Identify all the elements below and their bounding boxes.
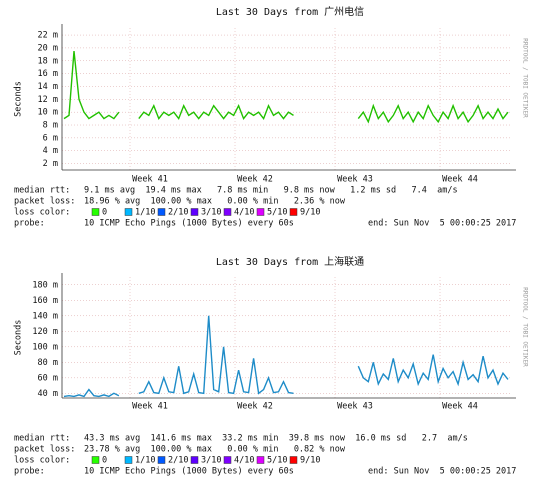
- loss-color-name: 1/10: [135, 456, 155, 466]
- median-line: [63, 51, 509, 124]
- chart-title: Last 30 Days from 上海联通: [216, 255, 364, 268]
- loss-color-swatch: [124, 456, 133, 464]
- loss-color-name: 9/10: [300, 456, 320, 466]
- y-axis-label: Seconds: [14, 320, 24, 356]
- y-tick-label: 140 m: [32, 311, 58, 321]
- y-axis-label: Seconds: [14, 81, 24, 117]
- loss-color-name: 4/10: [234, 208, 254, 218]
- loss-color-swatch: [91, 456, 100, 464]
- stat-values: 23.78 % avg 100.00 % max 0.00 % min 0.82…: [84, 445, 346, 455]
- y-tick-label: 80 m: [38, 358, 58, 368]
- loss-color-swatch: [190, 208, 199, 216]
- stat-values: 18.96 % avg 100.00 % max 0.00 % min 2.36…: [84, 197, 346, 207]
- loss-color-name: 4/10: [234, 456, 254, 466]
- loss-color-label: loss color:: [14, 456, 70, 466]
- x-tick-label: Week 41: [132, 175, 168, 185]
- loss-color-name: 2/10: [168, 208, 188, 218]
- loss-color-label: loss color:: [14, 208, 70, 218]
- watermark: RRDTOOL / TOBI OETIKER: [522, 287, 529, 367]
- loss-color-name: 0: [102, 208, 107, 218]
- stat-values: 9.1 ms avg 19.4 ms max 7.8 ms min 9.8 ms…: [84, 186, 458, 196]
- loss-color-name: 3/10: [201, 208, 221, 218]
- loss-color-swatch: [157, 456, 166, 464]
- loss-color-name: 9/10: [300, 208, 320, 218]
- loss-color-swatch: [256, 208, 265, 216]
- y-tick-label: 12 m: [38, 95, 58, 105]
- x-tick-label: Week 43: [337, 175, 373, 185]
- loss-color-name: 5/10: [267, 456, 287, 466]
- loss-color-swatch: [91, 208, 100, 216]
- chart-title: Last 30 Days from 广州电信: [216, 5, 364, 18]
- probe-text: 10 ICMP Echo Pings (1000 Bytes) every 60…: [84, 467, 294, 477]
- y-tick-label: 100 m: [32, 342, 58, 352]
- y-tick-label: 180 m: [32, 280, 58, 290]
- loss-color-name: 2/10: [168, 456, 188, 466]
- loss-color-name: 3/10: [201, 456, 221, 466]
- watermark: RRDTOOL / TOBI OETIKER: [522, 38, 529, 118]
- stat-label: median rtt:: [14, 186, 70, 196]
- loss-color-swatch: [256, 456, 265, 464]
- loss-color-swatch: [124, 208, 133, 216]
- loss-color-name: 0: [102, 456, 107, 466]
- y-tick-label: 10 m: [38, 108, 58, 118]
- loss-color-swatch: [223, 456, 232, 464]
- y-tick-label: 120 m: [32, 327, 58, 337]
- stat-label: packet loss:: [14, 197, 75, 207]
- y-tick-label: 6 m: [43, 133, 58, 143]
- x-tick-label: Week 42: [237, 175, 273, 185]
- end-time: end: Sun Nov 5 00:00:25 2017: [368, 219, 516, 229]
- x-tick-label: Week 42: [237, 402, 273, 412]
- loss-color-swatch: [289, 456, 298, 464]
- x-tick-label: Week 41: [132, 402, 168, 412]
- x-tick-label: Week 44: [442, 402, 478, 412]
- probe-text: 10 ICMP Echo Pings (1000 Bytes) every 60…: [84, 219, 294, 229]
- loss-color-swatch: [223, 208, 232, 216]
- y-tick-label: 60 m: [38, 373, 58, 383]
- stat-label: median rtt:: [14, 434, 70, 444]
- y-tick-label: 40 m: [38, 389, 58, 399]
- y-tick-label: 14 m: [38, 82, 58, 92]
- median-line: [63, 315, 509, 398]
- y-tick-label: 22 m: [38, 31, 58, 41]
- stat-label: packet loss:: [14, 445, 75, 455]
- y-tick-label: 20 m: [38, 43, 58, 53]
- loss-color-name: 5/10: [267, 208, 287, 218]
- y-tick-label: 160 m: [32, 296, 58, 306]
- x-tick-label: Week 43: [337, 402, 373, 412]
- plot-area: [62, 28, 510, 170]
- loss-color-swatch: [157, 208, 166, 216]
- y-tick-label: 2 m: [43, 159, 58, 169]
- x-tick-label: Week 44: [442, 175, 478, 185]
- y-tick-label: 16 m: [38, 69, 58, 79]
- y-tick-label: 18 m: [38, 56, 58, 66]
- stat-values: 43.3 ms avg 141.6 ms max 33.2 ms min 39.…: [84, 434, 468, 444]
- loss-color-name: 1/10: [135, 208, 155, 218]
- loss-color-swatch: [289, 208, 298, 216]
- probe-label: probe:: [14, 467, 45, 477]
- end-time: end: Sun Nov 5 00:00:25 2017: [368, 467, 516, 477]
- y-tick-label: 8 m: [43, 121, 58, 131]
- plot-area: [62, 277, 510, 398]
- probe-label: probe:: [14, 219, 45, 229]
- loss-color-swatch: [190, 456, 199, 464]
- y-tick-label: 4 m: [43, 146, 58, 156]
